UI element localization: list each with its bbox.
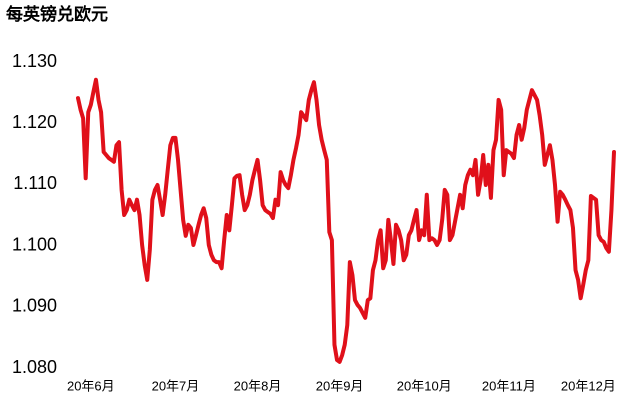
y-tick-label: 1.130	[12, 51, 57, 71]
x-tick-label: 20年8月	[234, 378, 282, 393]
x-tick-label: 20年11月	[482, 378, 536, 393]
x-tick-label: 20年7月	[152, 378, 200, 393]
x-tick-label: 20年10月	[397, 378, 452, 393]
y-tick-label: 1.090	[12, 296, 57, 316]
y-tick-label: 1.080	[12, 357, 57, 377]
chart-title: 每英镑兑欧元	[6, 4, 108, 25]
series-line	[76, 77, 616, 364]
y-tick-label: 1.120	[12, 112, 57, 132]
y-tick-label: 1.110	[13, 173, 57, 193]
x-tick-label: 20年6月	[67, 378, 115, 393]
y-tick-label: 1.100	[12, 234, 57, 254]
x-tick-label: 20年9月	[316, 378, 364, 393]
x-tick-label: 20年12月	[561, 378, 616, 393]
